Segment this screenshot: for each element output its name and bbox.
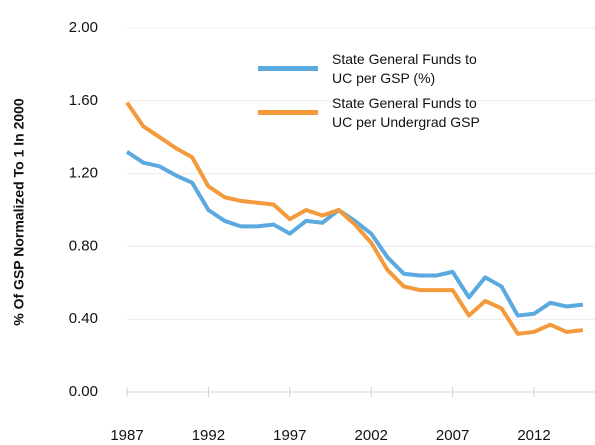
series-line bbox=[125, 101, 584, 336]
legend-label: State General Funds to UC per GSP (%) bbox=[332, 51, 477, 86]
legend-label: State General Funds to UC per Undergrad … bbox=[332, 95, 480, 130]
y-tick-label: 0.80 bbox=[69, 237, 98, 254]
y-tick-label: 0.00 bbox=[69, 383, 98, 400]
x-tick-label: 1987 bbox=[110, 427, 143, 444]
y-axis-label: % Of GSP Normalized To 1 In 2000 bbox=[11, 98, 27, 326]
y-tick-label: 1.20 bbox=[69, 165, 98, 182]
y-tick-label: 0.40 bbox=[69, 310, 98, 327]
legend: State General Funds to UC per GSP (%) Sta… bbox=[258, 50, 498, 138]
x-tick-label: 1992 bbox=[192, 427, 225, 444]
y-tick-label: 1.60 bbox=[69, 92, 98, 109]
series-line bbox=[125, 150, 584, 318]
x-tick-label: 2012 bbox=[517, 427, 550, 444]
legend-swatch bbox=[258, 66, 318, 71]
legend-swatch bbox=[258, 110, 318, 115]
x-tick-label: 2002 bbox=[355, 427, 388, 444]
x-tick-label: 2007 bbox=[436, 427, 469, 444]
legend-item: State General Funds to UC per Undergrad … bbox=[258, 94, 498, 132]
legend-item: State General Funds to UC per GSP (%) bbox=[258, 50, 498, 88]
x-tick-label: 1997 bbox=[273, 427, 306, 444]
y-tick-label: 2.00 bbox=[69, 19, 98, 36]
